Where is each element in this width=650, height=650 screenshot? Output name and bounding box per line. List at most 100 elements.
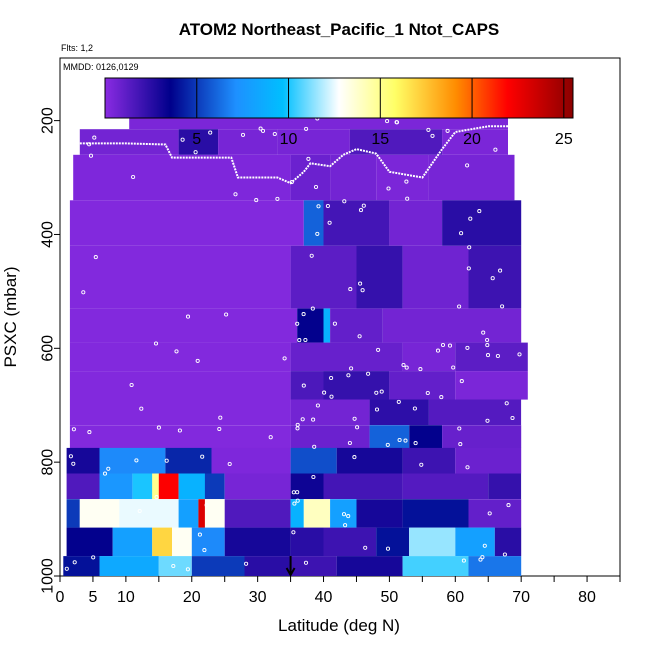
heatmap-cell (119, 499, 179, 528)
heatmap-cell (402, 556, 469, 576)
observation-point (81, 290, 86, 295)
colorbar-tick-label: 15 (371, 131, 389, 148)
colorbar-tick-label: 10 (280, 131, 298, 148)
observation-point (131, 174, 136, 180)
observation-point (275, 196, 280, 201)
marker-arrow-head (285, 567, 296, 578)
observation-point (379, 389, 384, 394)
x-tick-label: 50 (381, 589, 399, 606)
observation-point (177, 428, 182, 433)
observation-point (363, 545, 368, 550)
observation-point (93, 255, 98, 260)
observation-point (312, 444, 317, 449)
observation-point (195, 358, 200, 363)
heatmap-cell (303, 200, 324, 246)
observation-markers (64, 104, 522, 572)
observation-point (465, 163, 470, 168)
heatmap-cell (204, 473, 225, 500)
observation-point (385, 442, 390, 447)
observation-point (445, 128, 450, 133)
observation-point (139, 406, 144, 411)
observation-point (419, 462, 424, 467)
heatmap-cell (69, 371, 291, 400)
observation-point (154, 495, 159, 500)
y-tick-label: 1000 (40, 558, 57, 594)
heatmap-cell (389, 371, 456, 400)
heatmap-cell (323, 473, 403, 500)
observation-point (430, 133, 435, 138)
observation-point (129, 382, 134, 388)
heatmap-cell (356, 245, 403, 309)
observation-point (180, 137, 185, 142)
observation-point (295, 426, 300, 431)
observation-point (301, 312, 306, 317)
observation-point (506, 503, 511, 508)
observation-point (397, 437, 402, 443)
observation-point (303, 337, 308, 343)
observation-point (92, 135, 97, 140)
observation-point (352, 455, 357, 460)
observation-point (227, 461, 232, 467)
heatmap-cell (468, 245, 522, 309)
observation-point (244, 561, 249, 566)
observation-point (171, 563, 176, 569)
observation-point (300, 417, 305, 422)
observation-point (403, 438, 408, 443)
heatmap-cell (468, 556, 522, 576)
observation-point (412, 406, 417, 411)
observation-point (435, 348, 441, 353)
heatmap-cell (402, 245, 469, 309)
heatmap-cell (402, 473, 489, 500)
heatmap-cell (376, 527, 410, 557)
heatmap-cell (69, 425, 291, 448)
heatmap-cell (290, 556, 337, 576)
observation-point (459, 231, 464, 236)
x-tick-label: 70 (512, 589, 530, 606)
heatmap-cell (442, 425, 522, 448)
heatmap-cell (442, 200, 522, 246)
observation-point (282, 356, 287, 361)
observation-point (71, 427, 76, 432)
observation-point (510, 415, 515, 421)
observation-point (349, 366, 354, 371)
observation-point (329, 394, 334, 399)
heatmap-cell (323, 527, 377, 557)
heatmap-cell (382, 308, 522, 343)
heatmap-cell (112, 527, 153, 557)
observation-point (405, 196, 410, 201)
observation-point (64, 566, 69, 571)
observation-point (487, 511, 492, 516)
observation-point (374, 407, 380, 412)
heatmap-cell (99, 447, 166, 474)
observation-point (102, 471, 108, 476)
observation-point (254, 198, 259, 203)
colorbar-ticks: 5 10 15 20 25 (192, 78, 573, 148)
observation-point (482, 543, 487, 548)
observation-point (315, 403, 320, 408)
observation-point (485, 337, 490, 343)
heatmap-cell (297, 308, 324, 343)
heatmap-cell (402, 342, 456, 372)
heatmap-cell (389, 200, 443, 246)
observation-point (413, 441, 418, 446)
observation-point (355, 425, 360, 430)
observation-point (352, 416, 357, 421)
observation-point (313, 184, 319, 190)
observation-point (332, 321, 337, 326)
x-axis-label: Latitude (deg N) (278, 616, 400, 635)
observation-point (485, 353, 491, 358)
observation-point (301, 383, 306, 388)
y-axis: 200 400 600 800 1000 (40, 107, 60, 594)
observation-point (347, 440, 352, 446)
observation-point (495, 353, 500, 359)
heatmap-cell (455, 371, 528, 400)
observation-point (322, 390, 327, 395)
observation-point (260, 128, 266, 133)
heatmap-cell (468, 499, 522, 528)
heatmap-cell (191, 556, 245, 576)
observation-point (498, 268, 503, 273)
y-tick-label: 800 (40, 449, 57, 476)
observation-point (468, 216, 473, 221)
heatmap-cell (336, 447, 403, 474)
observation-point (447, 343, 453, 348)
